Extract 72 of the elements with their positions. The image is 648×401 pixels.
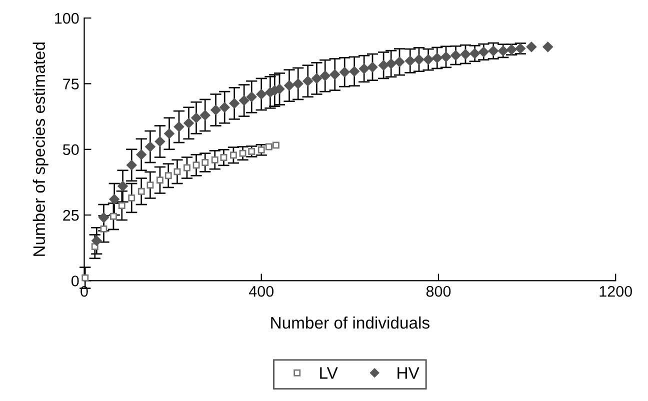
point bbox=[126, 160, 137, 170]
point bbox=[230, 152, 237, 159]
x-tick-label: 1200 bbox=[600, 286, 632, 297]
point bbox=[394, 56, 405, 68]
point bbox=[358, 64, 370, 74]
point bbox=[156, 176, 164, 184]
point bbox=[488, 46, 498, 56]
point bbox=[378, 60, 389, 70]
y-tick-label: 0 bbox=[71, 276, 79, 286]
y-axis-title: Number of species estimated bbox=[32, 42, 48, 256]
point bbox=[246, 92, 257, 102]
point bbox=[284, 80, 294, 91]
point bbox=[293, 78, 304, 89]
point bbox=[258, 146, 265, 154]
point bbox=[211, 156, 218, 164]
point bbox=[330, 69, 340, 80]
point bbox=[136, 150, 146, 160]
point bbox=[239, 150, 246, 157]
point bbox=[174, 122, 184, 132]
point bbox=[440, 52, 452, 62]
legend-label: LV bbox=[320, 367, 338, 379]
point bbox=[450, 50, 461, 60]
point bbox=[526, 42, 537, 52]
point bbox=[349, 66, 360, 76]
point bbox=[460, 49, 471, 60]
point bbox=[386, 58, 396, 69]
point bbox=[367, 62, 378, 72]
point bbox=[238, 95, 250, 106]
point bbox=[220, 154, 228, 161]
point bbox=[110, 212, 117, 220]
y-tick-label: 50 bbox=[63, 144, 79, 156]
point bbox=[256, 89, 266, 100]
x-tick-label: 400 bbox=[248, 286, 274, 297]
point bbox=[219, 102, 230, 112]
y-tick-label: 100 bbox=[55, 12, 79, 24]
point bbox=[339, 67, 350, 78]
point bbox=[414, 54, 424, 65]
point bbox=[128, 194, 136, 202]
point bbox=[432, 52, 442, 64]
point bbox=[312, 73, 322, 84]
point bbox=[478, 46, 489, 58]
point bbox=[138, 188, 145, 195]
y-tick-label: 25 bbox=[63, 210, 79, 221]
y-tick-label: 75 bbox=[63, 78, 79, 90]
point bbox=[200, 110, 210, 120]
point bbox=[164, 128, 174, 139]
point bbox=[145, 142, 156, 152]
point bbox=[154, 136, 166, 147]
point bbox=[229, 98, 240, 109]
legend-label: HV bbox=[398, 367, 420, 379]
point bbox=[423, 54, 434, 65]
point bbox=[118, 181, 128, 192]
point bbox=[184, 118, 194, 128]
point bbox=[210, 104, 221, 116]
point bbox=[183, 164, 190, 172]
point bbox=[118, 202, 126, 210]
point bbox=[192, 162, 200, 169]
point bbox=[146, 182, 154, 189]
point bbox=[470, 48, 480, 59]
x-axis-title: Number of individuals bbox=[271, 316, 430, 329]
point bbox=[164, 172, 172, 180]
point bbox=[265, 143, 272, 150]
point bbox=[542, 42, 553, 52]
point bbox=[272, 142, 280, 149]
point bbox=[191, 112, 202, 123]
point bbox=[320, 70, 330, 81]
point bbox=[202, 159, 209, 166]
point bbox=[302, 76, 313, 86]
x-tick-label: 800 bbox=[426, 286, 451, 297]
point bbox=[92, 236, 102, 246]
point bbox=[405, 56, 416, 66]
point bbox=[174, 168, 181, 176]
